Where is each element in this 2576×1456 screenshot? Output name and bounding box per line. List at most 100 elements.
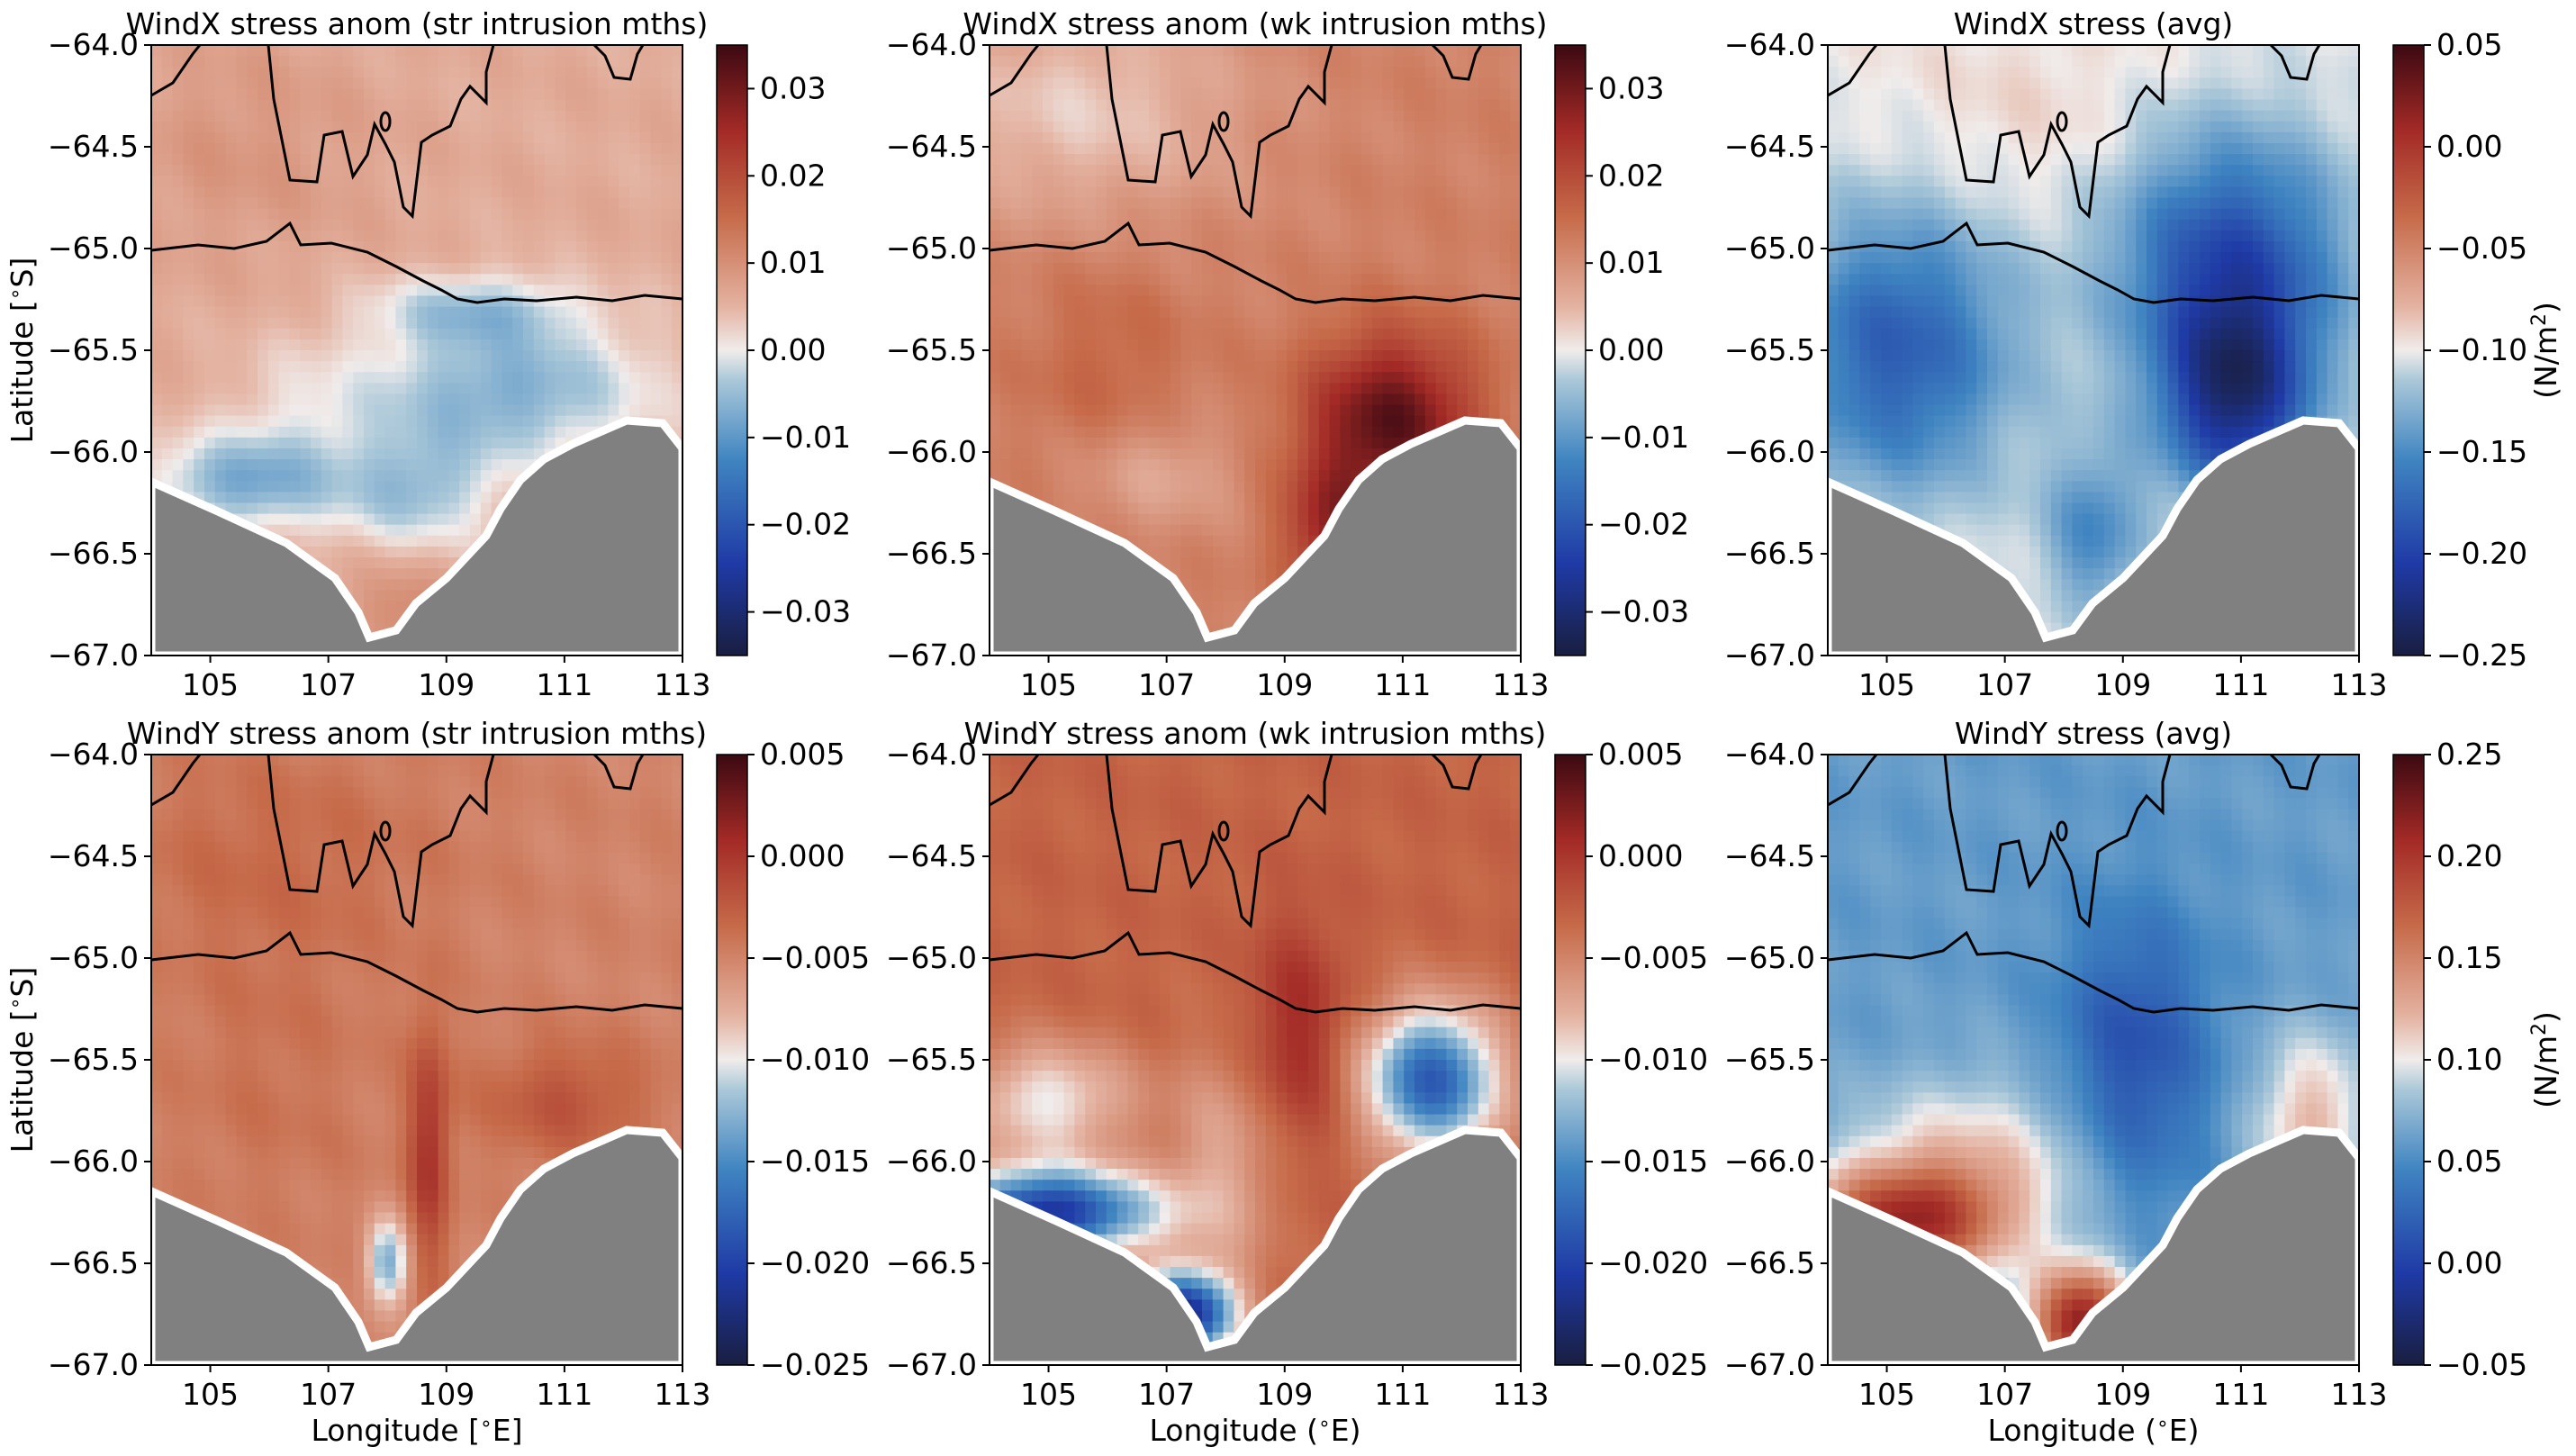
heatmap-cell xyxy=(1180,492,1192,504)
heatmap-cell xyxy=(300,208,312,221)
heatmap-cell xyxy=(1351,437,1362,449)
heatmap-cell xyxy=(1446,328,1458,340)
heatmap-cell xyxy=(1308,121,1320,133)
heatmap-cell xyxy=(321,448,333,460)
heatmap-cell xyxy=(1424,99,1437,112)
heatmap-cell xyxy=(194,339,205,351)
heatmap-cell xyxy=(1265,502,1278,515)
heatmap-cell xyxy=(1499,186,1511,199)
heatmap-cell xyxy=(1116,240,1128,253)
heatmap-cell xyxy=(321,88,333,101)
heatmap-cell xyxy=(565,361,577,373)
heatmap-cell xyxy=(161,208,174,221)
heatmap-cell xyxy=(300,274,312,285)
heatmap-cell xyxy=(300,437,312,449)
heatmap-cell xyxy=(1255,448,1267,460)
heatmap-cell xyxy=(1329,110,1341,122)
heatmap-cell xyxy=(1032,263,1044,275)
heatmap-cell xyxy=(1032,197,1044,210)
heatmap-cell xyxy=(1468,372,1479,384)
heatmap-cell xyxy=(1043,437,1054,449)
heatmap-cell xyxy=(1415,317,1426,330)
heatmap-cell xyxy=(1244,263,1256,275)
heatmap-cell xyxy=(1085,197,1097,210)
heatmap-cell xyxy=(470,99,482,112)
heatmap-cell xyxy=(214,176,227,187)
heatmap-cell xyxy=(353,350,365,362)
heatmap-cell xyxy=(555,306,566,319)
heatmap-cell xyxy=(417,219,429,231)
heatmap-cell xyxy=(1063,252,1075,264)
heatmap-cell xyxy=(183,350,194,362)
heatmap-cell xyxy=(650,372,662,384)
heatmap-cell xyxy=(523,339,535,351)
heatmap-cell xyxy=(247,186,258,199)
heatmap-cell xyxy=(225,339,237,351)
heatmap-cell xyxy=(151,99,163,112)
heatmap-cell xyxy=(1382,67,1394,78)
heatmap-cell xyxy=(1212,219,1225,231)
heatmap-cell xyxy=(544,415,556,428)
heatmap-cell xyxy=(1191,110,1203,122)
heatmap-cell xyxy=(1244,459,1256,471)
heatmap-cell xyxy=(1446,99,1458,112)
heatmap-cell xyxy=(427,470,439,482)
heatmap-cell xyxy=(586,99,599,112)
heatmap-cell xyxy=(289,317,301,330)
heatmap-cell xyxy=(374,611,386,624)
heatmap-cell xyxy=(194,426,205,439)
heatmap-cell xyxy=(1127,88,1139,101)
heatmap-cell xyxy=(427,77,439,90)
heatmap-cell xyxy=(342,535,354,547)
heatmap-cell xyxy=(204,372,216,384)
heatmap-cell xyxy=(151,121,163,133)
heatmap-cell xyxy=(639,197,652,210)
heatmap-cell xyxy=(565,197,577,210)
heatmap-cell xyxy=(1170,481,1181,493)
heatmap-cell xyxy=(629,393,641,406)
heatmap-cell xyxy=(650,142,662,155)
heatmap-cell xyxy=(1234,154,1245,166)
heatmap-cell xyxy=(999,67,1012,78)
heatmap-cell xyxy=(1106,470,1118,482)
heatmap-cell xyxy=(1202,317,1214,330)
heatmap-cell xyxy=(1202,77,1214,90)
heatmap-cell xyxy=(990,176,1001,187)
heatmap-cell xyxy=(353,339,365,351)
heatmap-cell xyxy=(586,67,599,78)
heatmap-cell xyxy=(300,263,312,275)
heatmap-cell xyxy=(1297,219,1309,231)
heatmap-cell xyxy=(1116,295,1128,308)
heatmap-cell xyxy=(1371,154,1384,166)
heatmap-cell xyxy=(289,372,301,384)
heatmap-cell xyxy=(247,56,258,68)
heatmap-cell xyxy=(406,383,418,395)
heatmap-cell xyxy=(1116,317,1128,330)
heatmap-cell xyxy=(1276,481,1288,493)
heatmap-cell xyxy=(650,154,662,166)
heatmap-cell xyxy=(364,77,375,90)
heatmap-cell xyxy=(1488,77,1500,90)
heatmap-cell xyxy=(417,470,429,482)
heatmap-cell xyxy=(384,372,396,384)
heatmap-cell xyxy=(565,415,577,428)
heatmap-cell xyxy=(1287,88,1298,101)
heatmap-cell xyxy=(331,393,343,406)
heatmap-cell xyxy=(374,492,386,504)
heatmap-cell xyxy=(459,230,471,242)
heatmap-cell xyxy=(999,142,1012,155)
heatmap-cell xyxy=(990,121,1001,133)
heatmap-cell xyxy=(278,45,290,57)
heatmap-cell xyxy=(1116,186,1128,199)
heatmap-cell xyxy=(1351,186,1362,199)
heatmap-cell xyxy=(1138,470,1150,482)
heatmap-cell xyxy=(1351,285,1362,297)
heatmap-cell xyxy=(1488,121,1500,133)
heatmap-cell xyxy=(1318,437,1331,449)
heatmap-cell xyxy=(161,165,174,176)
heatmap-cell xyxy=(278,219,290,231)
heatmap-cell xyxy=(1415,274,1426,285)
heatmap-cell xyxy=(321,372,333,384)
heatmap-cell xyxy=(1308,110,1320,122)
heatmap-cell xyxy=(1085,317,1097,330)
